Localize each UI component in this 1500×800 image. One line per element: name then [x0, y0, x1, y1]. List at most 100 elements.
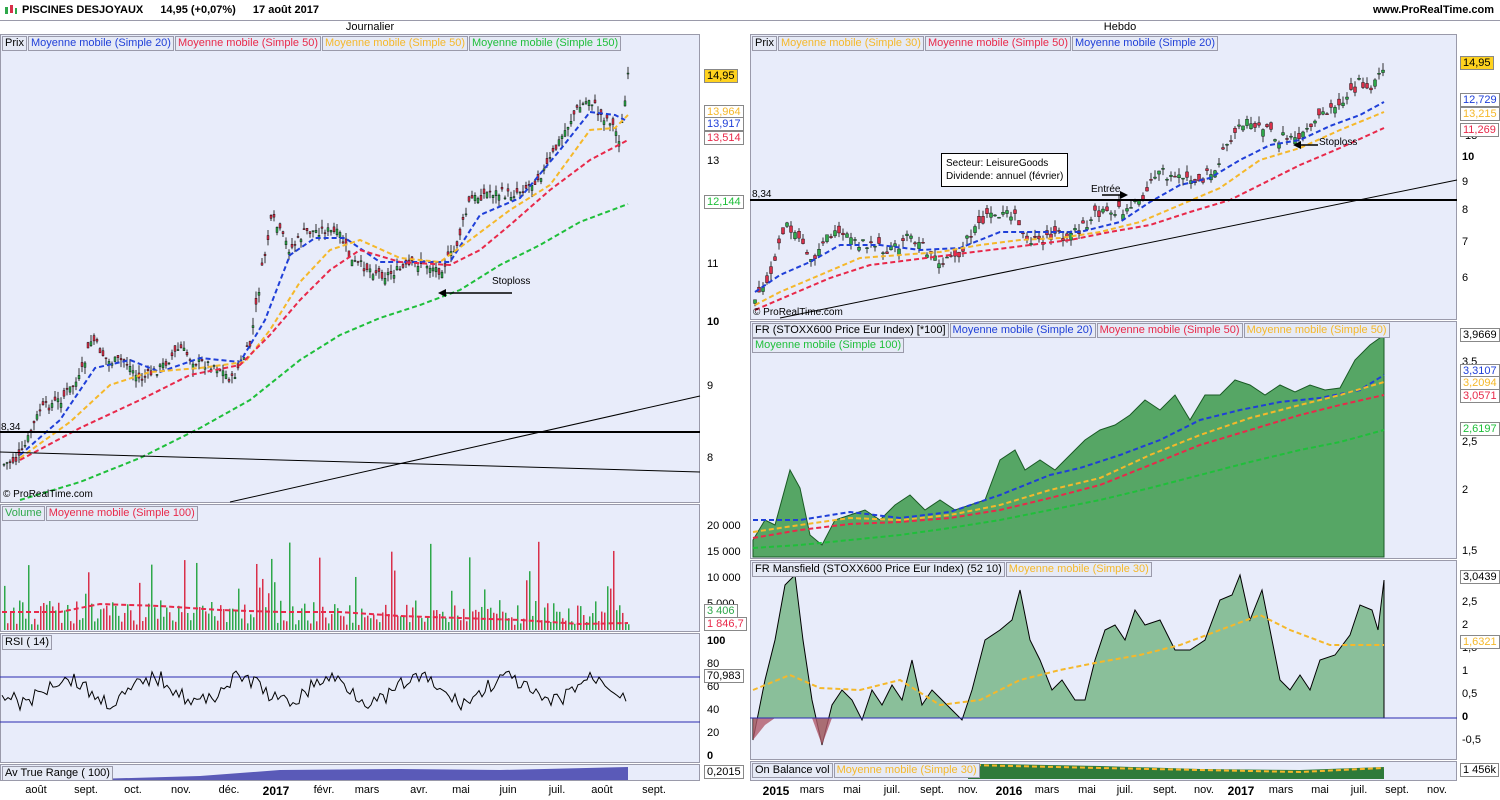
- volume-bar: [574, 623, 576, 630]
- price-candle: [491, 195, 495, 198]
- volume-bar: [244, 604, 246, 630]
- weekly-candle: [753, 299, 757, 304]
- volume-bar: [580, 606, 582, 630]
- price-candle: [251, 325, 255, 328]
- legend-rs-ma50b[interactable]: Moyenne mobile (Simple 50): [1243, 323, 1390, 338]
- legend-rs[interactable]: FR (STOXX600 Price Eur Index) [*100]: [752, 323, 949, 338]
- volume-bar: [271, 558, 273, 630]
- weekly-candle: [1033, 236, 1037, 238]
- volume-bar: [91, 603, 93, 630]
- price-candle: [437, 268, 441, 275]
- legend-ma20-w[interactable]: Moyenne mobile (Simple 20): [1071, 36, 1218, 51]
- price-candle: [506, 188, 510, 192]
- right-chart-title: Hebdo: [1103, 21, 1137, 33]
- weekly-candle: [965, 235, 969, 239]
- price-candle: [119, 358, 123, 361]
- legend-ma50[interactable]: Moyenne mobile (Simple 50): [174, 36, 321, 51]
- price-candle: [170, 352, 174, 357]
- weekly-candle: [1245, 119, 1249, 126]
- legend-atr[interactable]: Av True Range ( 100): [2, 766, 113, 780]
- left-rsi-panel[interactable]: RSI ( 14): [0, 633, 700, 763]
- volume-bar: [253, 617, 255, 630]
- legend-ma20[interactable]: Moyenne mobile (Simple 20): [27, 36, 174, 51]
- volume-bar: [571, 621, 573, 630]
- volume-bar: [349, 605, 351, 630]
- legend-obv[interactable]: On Balance vol: [752, 763, 833, 778]
- legend-ma30-w[interactable]: Moyenne mobile (Simple 30): [777, 36, 924, 51]
- price-candle: [83, 362, 87, 368]
- price-candle: [521, 191, 525, 193]
- price-candle: [230, 373, 234, 376]
- weekly-candle: [981, 216, 985, 224]
- weekly-candle: [805, 252, 809, 255]
- price-candle: [383, 278, 387, 285]
- volume-bar: [166, 607, 168, 630]
- volume-bar: [127, 604, 129, 630]
- weekly-candle: [1089, 219, 1093, 221]
- left-price-panel[interactable]: Prix Moyenne mobile (Simple 20) Moyenne …: [0, 34, 700, 503]
- legend-ma150[interactable]: Moyenne mobile (Simple 150): [469, 36, 622, 51]
- price-candle: [233, 377, 237, 379]
- legend-obv-ma[interactable]: Moyenne mobile (Simple 30): [833, 763, 980, 778]
- volume-bar: [13, 607, 15, 630]
- volume-bar: [25, 618, 27, 630]
- price-candle: [5, 462, 9, 464]
- legend-prix[interactable]: Prix: [2, 36, 27, 51]
- left-xtick: févr.: [313, 784, 335, 796]
- volume-bar: [499, 600, 501, 630]
- right-xtick: juil.: [1350, 784, 1368, 796]
- legend-volume[interactable]: Volume: [2, 506, 45, 521]
- volume-bar: [295, 624, 297, 630]
- left-level-label: 8,34: [1, 422, 21, 433]
- volume-bar: [139, 582, 141, 630]
- ma20-weekly-line: [754, 101, 1385, 293]
- right-price-panel[interactable]: Prix Moyenne mobile (Simple 30) Moyenne …: [750, 34, 1457, 320]
- legend-mansfield[interactable]: FR Mansfield (STOXX600 Price Eur Index) …: [752, 562, 1005, 577]
- legend-ma50b[interactable]: Moyenne mobile (Simple 50): [321, 36, 468, 51]
- volume-bar: [520, 623, 522, 630]
- volume-bar: [628, 624, 630, 630]
- legend-rs-ma20[interactable]: Moyenne mobile (Simple 20): [949, 323, 1096, 338]
- weekly-candle: [781, 227, 785, 235]
- site-link[interactable]: www.ProRealTime.com: [1372, 4, 1494, 16]
- legend-prix-w[interactable]: Prix: [752, 36, 777, 51]
- legend-ma50-w[interactable]: Moyenne mobile (Simple 50): [924, 36, 1071, 51]
- volume-bar: [307, 620, 309, 630]
- left-ytick: 13: [707, 155, 720, 167]
- relative-strength-area: [752, 334, 1385, 558]
- price-candle: [302, 228, 306, 230]
- volume-bar: [514, 624, 516, 630]
- weekly-candle: [1325, 113, 1329, 115]
- weekly-candle: [1125, 208, 1129, 212]
- volume-bar: [577, 605, 579, 630]
- volume-bar: [469, 557, 471, 630]
- volume-bar: [334, 604, 336, 630]
- price-candle: [326, 227, 330, 232]
- weekly-candle: [1021, 232, 1025, 235]
- weekly-candle: [1037, 235, 1041, 240]
- price-candle: [53, 396, 57, 401]
- volume-bar: [130, 610, 132, 630]
- weekly-candle: [777, 238, 781, 244]
- price-candle: [311, 230, 315, 232]
- price-candle: [458, 228, 462, 236]
- price-candle: [140, 378, 144, 381]
- price-candle: [416, 266, 420, 272]
- legend-rs-ma100[interactable]: Moyenne mobile (Simple 100): [752, 338, 905, 353]
- legend-volume-ma[interactable]: Moyenne mobile (Simple 100): [45, 506, 198, 521]
- rsi-ytick: 20: [707, 727, 720, 739]
- price-candle: [20, 448, 24, 450]
- left-volume-panel[interactable]: Volume Moyenne mobile (Simple 100): [0, 504, 700, 632]
- right-xtick: 2017: [1227, 784, 1255, 798]
- weekly-candle: [1321, 111, 1325, 115]
- price-candle: [392, 275, 396, 279]
- right-price-legend: Prix Moyenne mobile (Simple 30) Moyenne …: [752, 36, 1219, 51]
- legend-rsi[interactable]: RSI ( 14): [2, 635, 53, 650]
- volume-bar: [241, 618, 243, 630]
- rs-tag: 3,0571: [1460, 389, 1500, 403]
- volume-bar: [109, 615, 111, 630]
- weekly-candle: [1173, 175, 1177, 178]
- legend-rs-ma50[interactable]: Moyenne mobile (Simple 50): [1096, 323, 1243, 338]
- right-xtick: juil.: [883, 784, 901, 796]
- legend-mansfield-ma[interactable]: Moyenne mobile (Simple 30): [1005, 562, 1152, 577]
